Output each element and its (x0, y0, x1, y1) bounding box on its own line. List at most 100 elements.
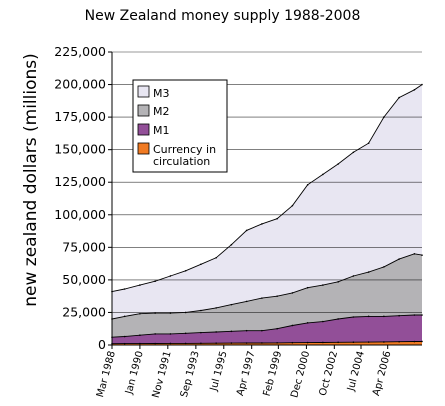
point-m2-3 (154, 312, 156, 314)
point-m2-16 (352, 275, 355, 277)
point-m3-10 (261, 223, 263, 225)
point-m3-15 (337, 163, 339, 165)
point-m1-20 (413, 314, 416, 316)
point-m2-18 (383, 266, 385, 268)
point-m2-10 (261, 297, 263, 299)
point-currency-in-circulation-7 (215, 342, 217, 344)
point-m3-2 (139, 284, 141, 286)
legend-label-m3: M3 (153, 87, 170, 100)
point-m1-2 (139, 334, 141, 337)
point-currency-in-circulation-20 (413, 340, 416, 343)
point-currency-in-circulation-17 (367, 341, 370, 343)
x-tick-label: Feb 1999 (262, 350, 285, 398)
line-m1 (111, 314, 422, 338)
point-m1-8 (230, 330, 233, 333)
point-m3-7 (215, 256, 217, 259)
line-m2 (111, 253, 423, 320)
point-m3-18 (383, 116, 385, 118)
point-currency-in-circulation-14 (322, 341, 324, 344)
point-m2-5 (184, 311, 187, 314)
point-m1-16 (352, 316, 355, 318)
x-tick-label: Nov 1991 (151, 350, 174, 399)
point-m1-5 (184, 332, 187, 335)
point-currency-in-circulation-19 (398, 340, 400, 343)
y-tick-label: 125,000 (54, 174, 106, 189)
point-m1-6 (200, 331, 202, 334)
x-tick-label: Dec 2000 (289, 350, 312, 399)
point-m3-6 (200, 263, 202, 266)
point-m3-11 (276, 217, 278, 220)
point-currency-in-circulation-21 (421, 340, 423, 343)
y-tick-label: 100,000 (54, 207, 106, 222)
point-m3-20 (413, 88, 416, 91)
point-m3-12 (291, 204, 294, 207)
point-m2-6 (200, 309, 202, 312)
point-m2-20 (413, 253, 416, 255)
x-tick-label: Jul 2004 (345, 350, 366, 393)
point-m1-14 (322, 320, 324, 323)
y-tick-label: 175,000 (54, 109, 106, 124)
point-m3-19 (398, 96, 400, 99)
point-m2-21 (421, 254, 423, 256)
point-m1-13 (306, 322, 309, 324)
area-m1 (112, 315, 422, 345)
point-m1-15 (337, 318, 339, 320)
point-m3-17 (367, 142, 370, 144)
point-currency-in-circulation-2 (139, 342, 141, 345)
point-currency-in-circulation-1 (123, 342, 126, 345)
point-m1-12 (291, 324, 294, 327)
point-m1-17 (367, 315, 370, 318)
y-tick-label: 200,000 (54, 77, 106, 92)
point-m1-1 (123, 335, 126, 338)
x-tick-label: Apr 1997 (235, 350, 258, 397)
x-tick-label: Jul 1995 (208, 350, 229, 393)
legend-swatch (137, 85, 150, 98)
point-currency-in-circulation-5 (184, 342, 187, 345)
y-tick-label: 0 (98, 337, 106, 352)
point-m1-21 (421, 314, 423, 316)
point-m3-1 (123, 288, 126, 290)
point-currency-in-circulation-18 (383, 341, 385, 343)
x-tick-label: Oct 2002 (318, 350, 341, 397)
point-currency-in-circulation-10 (261, 342, 263, 344)
point-m3-14 (322, 173, 324, 176)
point-m2-2 (139, 312, 141, 315)
point-m2-11 (276, 295, 278, 297)
y-tick-label: 50,000 (62, 272, 106, 287)
point-currency-in-circulation-4 (169, 342, 172, 345)
point-currency-in-circulation-13 (306, 341, 309, 344)
point-currency-in-circulation-16 (352, 341, 355, 344)
point-m2-7 (215, 307, 217, 309)
point-currency-in-circulation-11 (276, 342, 278, 344)
point-currency-in-circulation-3 (154, 342, 156, 345)
point-m2-17 (367, 271, 370, 273)
point-m1-9 (245, 329, 248, 332)
point-m3-5 (184, 269, 187, 272)
legend-label-currency-in-circulation-line2: circulation (153, 155, 210, 168)
point-m3-8 (230, 243, 233, 246)
chart-title: New Zealand money supply 1988-2008 (84, 8, 361, 24)
point-m3-16 (352, 151, 355, 154)
legend-swatch (137, 123, 150, 136)
y-tick-label: 25,000 (62, 304, 106, 319)
point-m2-9 (245, 300, 248, 303)
legend-label-m2: M2 (153, 105, 170, 118)
point-m2-15 (337, 281, 339, 283)
line-m3 (111, 84, 423, 293)
point-currency-in-circulation-15 (337, 341, 339, 344)
y-tick-label: 75,000 (62, 239, 106, 254)
legend-label-currency-in-circulation: Currency in (153, 143, 216, 156)
legend-swatch (137, 142, 150, 155)
point-m1-11 (276, 327, 278, 330)
point-m2-12 (291, 292, 294, 294)
x-tick-label: Sep 1993 (179, 350, 202, 399)
y-tick-label: 225,000 (54, 44, 106, 59)
point-m1-3 (154, 333, 156, 335)
point-m2-1 (123, 315, 126, 318)
x-tick-label: Jan 1990 (124, 350, 146, 396)
x-tick-label: Mar 1988 (95, 350, 118, 399)
line-currency-in-circulation (111, 341, 422, 345)
y-tick-label: 150,000 (54, 142, 106, 157)
